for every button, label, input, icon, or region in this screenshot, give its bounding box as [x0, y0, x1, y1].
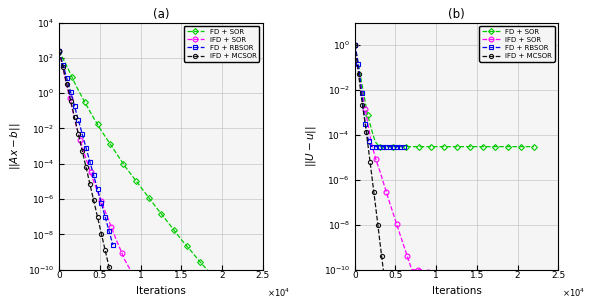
Y-axis label: $||U - u||$: $||U - u||$: [304, 125, 318, 167]
FD + SOR: [466, 145, 473, 149]
Line: FD + RBSOR: FD + RBSOR: [57, 49, 115, 247]
Y-axis label: $||Ax - b||$: $||Ax - b||$: [8, 122, 23, 170]
IFD + MCSOR: [383, 288, 390, 292]
FD + SOR: [362, 104, 369, 107]
IFD + MCSOR: [386, 306, 393, 307]
IFD + MCSOR: [355, 68, 362, 72]
FD + RBSOR: [56, 49, 63, 52]
FD + RBSOR: [380, 145, 387, 149]
Line: IFD + MCSOR: IFD + MCSOR: [353, 43, 410, 307]
IFD + MCSOR: [89, 190, 96, 194]
IFD + SOR: [360, 99, 367, 103]
FD + SOR: [160, 214, 167, 218]
IFD + MCSOR: [109, 282, 116, 286]
FD + RBSOR: [102, 216, 109, 220]
FD + RBSOR: [393, 145, 400, 149]
IFD + SOR: [56, 49, 63, 52]
FD + SOR: [456, 145, 463, 149]
IFD + SOR: [351, 43, 358, 47]
Line: IFD + MCSOR: IFD + MCSOR: [57, 49, 115, 286]
IFD + MCSOR: [102, 250, 109, 253]
FD + SOR: [165, 220, 172, 224]
X-axis label: Iterations: Iterations: [136, 286, 186, 296]
Line: FD + RBSOR: FD + RBSOR: [353, 43, 406, 149]
FD + RBSOR: [368, 145, 375, 149]
Line: IFD + SOR: IFD + SOR: [352, 43, 504, 279]
FD + SOR: [530, 145, 538, 149]
IFD + SOR: [478, 275, 485, 278]
Title: (b): (b): [448, 8, 465, 21]
IFD + MCSOR: [351, 43, 358, 47]
IFD + SOR: [149, 304, 156, 307]
IFD + SOR: [457, 275, 465, 278]
FD + RBSOR: [354, 59, 361, 63]
IFD + MCSOR: [96, 226, 103, 229]
FD + SOR: [375, 145, 383, 149]
FD + RBSOR: [383, 145, 390, 149]
IFD + MCSOR: [384, 297, 391, 301]
IFD + MCSOR: [59, 63, 66, 67]
FD + SOR: [351, 43, 358, 47]
Text: $\times10^4$: $\times10^4$: [563, 287, 586, 299]
IFD + SOR: [141, 291, 148, 295]
FD + SOR: [170, 227, 177, 231]
Line: FD + SOR: FD + SOR: [353, 43, 536, 149]
FD + RBSOR: [400, 145, 407, 149]
Line: FD + SOR: FD + SOR: [57, 49, 241, 306]
FD + SOR: [67, 71, 74, 75]
Legend: FD + SOR, IFD + SOR, FD + RBSOR, IFD + MCSOR: FD + SOR, IFD + SOR, FD + RBSOR, IFD + M…: [184, 26, 259, 62]
FD + SOR: [460, 145, 467, 149]
FD + RBSOR: [59, 61, 66, 64]
FD + SOR: [56, 49, 63, 52]
FD + SOR: [210, 274, 217, 278]
FD + RBSOR: [87, 162, 94, 165]
Title: (a): (a): [153, 8, 169, 21]
FD + SOR: [505, 145, 513, 149]
FD + RBSOR: [109, 243, 116, 247]
FD + SOR: [487, 145, 494, 149]
Legend: FD + SOR, IFD + SOR, FD + RBSOR, IFD + MCSOR: FD + SOR, IFD + SOR, FD + RBSOR, IFD + M…: [479, 26, 555, 62]
FD + RBSOR: [89, 167, 96, 170]
FD + RBSOR: [388, 145, 396, 149]
IFD + SOR: [498, 275, 505, 278]
IFD + SOR: [65, 90, 72, 93]
X-axis label: Iterations: Iterations: [432, 286, 482, 296]
IFD + SOR: [463, 275, 470, 278]
FD + SOR: [235, 302, 242, 305]
IFD + SOR: [144, 297, 151, 301]
FD + RBSOR: [90, 173, 97, 177]
IFD + MCSOR: [87, 184, 94, 188]
Line: IFD + SOR: IFD + SOR: [57, 49, 208, 307]
FD + RBSOR: [381, 145, 388, 149]
IFD + SOR: [437, 272, 444, 276]
FD + SOR: [191, 254, 198, 258]
FD + RBSOR: [96, 196, 103, 200]
IFD + SOR: [444, 273, 451, 277]
IFD + MCSOR: [56, 49, 63, 52]
FD + RBSOR: [351, 43, 358, 47]
IFD + MCSOR: [90, 197, 97, 201]
IFD + SOR: [440, 273, 447, 276]
Text: $\times10^4$: $\times10^4$: [267, 287, 290, 299]
